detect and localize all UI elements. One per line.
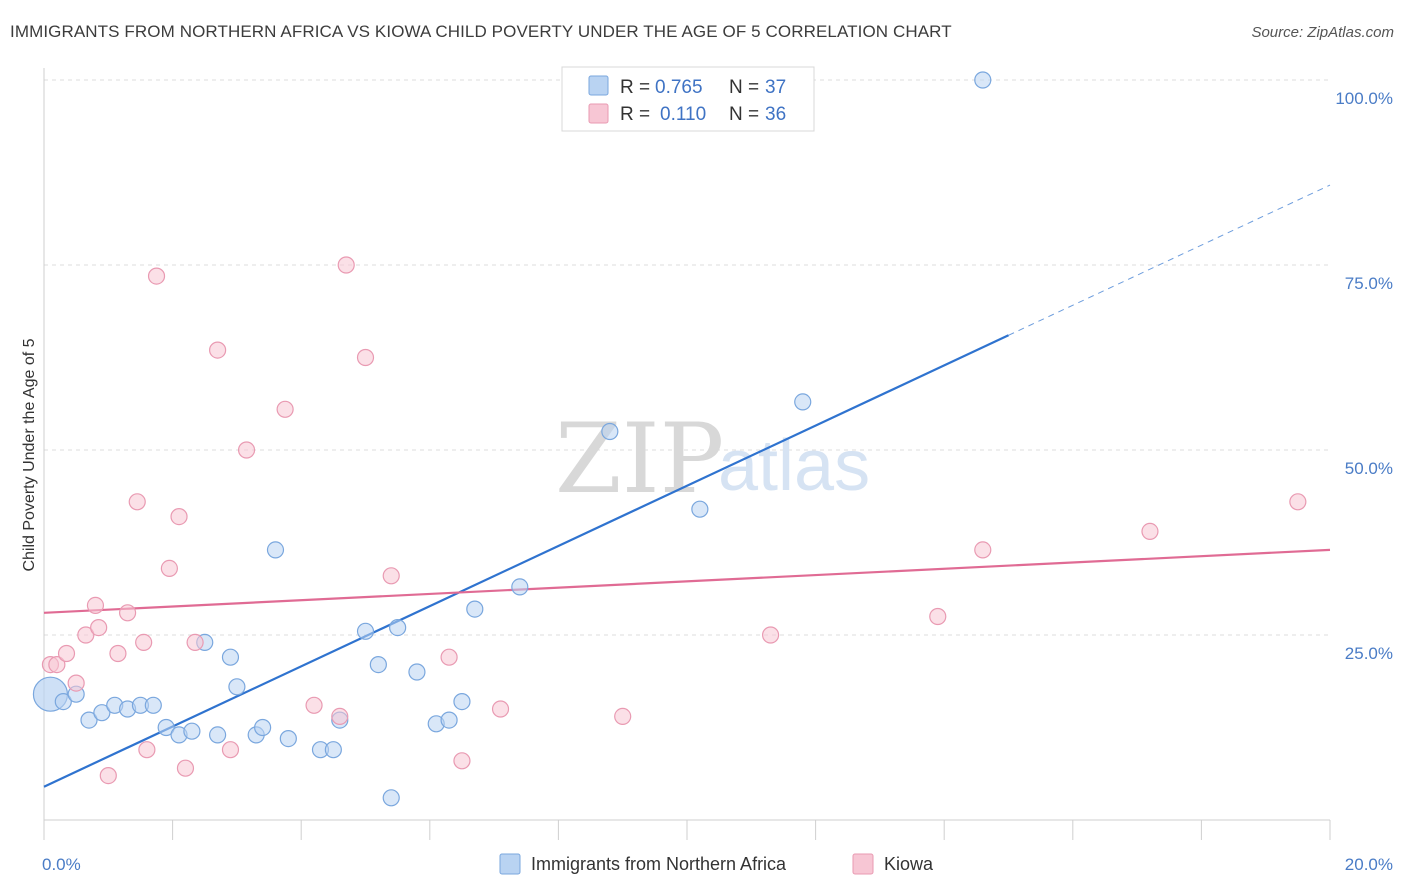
data-point xyxy=(266,541,285,559)
data-point xyxy=(144,696,162,714)
legend-n-value: 37 xyxy=(765,77,786,98)
legend-r-value: 0.110 xyxy=(660,104,706,125)
data-point xyxy=(466,600,484,618)
grid-layer xyxy=(44,79,1330,636)
data-point xyxy=(128,493,146,511)
watermark: ZIP atlas xyxy=(555,403,870,515)
data-point xyxy=(48,655,66,674)
y-tick-label: 100.0% xyxy=(1335,89,1393,108)
data-point xyxy=(77,626,95,644)
data-point xyxy=(369,655,387,674)
y-tick-label: 25.0% xyxy=(1345,644,1393,663)
data-point xyxy=(601,422,619,441)
data-point xyxy=(794,393,812,411)
data-point xyxy=(57,644,76,663)
bottom-legend-label-blue: Immigrants from Northern Africa xyxy=(531,854,787,874)
legend-n-value: 36 xyxy=(765,104,786,125)
source-label: Source: ZipAtlas.com xyxy=(1251,24,1394,41)
data-point xyxy=(237,441,256,459)
data-point xyxy=(183,722,201,740)
data-point xyxy=(54,692,72,711)
data-point xyxy=(209,341,227,359)
watermark-zip: ZIP xyxy=(555,403,724,515)
data-point xyxy=(276,400,294,418)
data-point xyxy=(440,648,458,666)
y-tick-label: 50.0% xyxy=(1345,459,1393,478)
data-point xyxy=(209,726,227,744)
data-point xyxy=(86,596,105,615)
data-point xyxy=(254,718,272,737)
data-point xyxy=(147,267,166,285)
watermark-atlas: atlas xyxy=(718,426,870,506)
data-point xyxy=(691,500,709,518)
data-point xyxy=(1141,522,1159,541)
data-point xyxy=(109,644,127,663)
data-point xyxy=(453,752,471,770)
bottom-legend: Immigrants from Northern Africa Kiowa xyxy=(499,853,934,875)
data-point xyxy=(614,707,632,726)
data-point xyxy=(929,607,947,626)
data-point xyxy=(67,674,85,692)
data-point xyxy=(279,729,297,748)
data-point xyxy=(511,578,529,596)
ticks-layer: 25.0% 50.0% 75.0% 100.0% 0.0% 20.0% xyxy=(42,89,1393,874)
data-point xyxy=(221,648,240,666)
trend-line-extension xyxy=(1008,184,1331,336)
data-point xyxy=(93,704,111,722)
trend-line xyxy=(43,548,1331,614)
trend-line xyxy=(43,334,1009,788)
data-point xyxy=(382,567,400,585)
legend-swatch-blue xyxy=(588,75,609,96)
data-point xyxy=(305,696,323,714)
data-point xyxy=(356,348,375,367)
bottom-legend-swatch-pink xyxy=(852,853,874,875)
y-axis-label: Child Poverty Under the Age of 5 xyxy=(21,338,38,571)
data-point xyxy=(337,256,355,274)
data-point xyxy=(453,692,471,711)
data-point xyxy=(80,711,98,729)
legend-n-label: N = xyxy=(729,104,759,125)
data-point xyxy=(176,759,195,777)
data-point xyxy=(761,626,780,644)
data-point xyxy=(331,707,349,726)
data-point xyxy=(138,741,156,759)
x-tick-label: 20.0% xyxy=(1345,855,1393,874)
y-tick-label: 75.0% xyxy=(1345,274,1393,293)
data-point xyxy=(974,541,992,559)
data-point xyxy=(440,711,458,729)
data-point xyxy=(157,718,175,737)
data-point xyxy=(228,678,246,696)
data-point xyxy=(491,700,510,718)
data-point xyxy=(221,741,240,759)
data-point xyxy=(186,633,204,652)
data-point xyxy=(974,71,992,89)
legend-r-label: R = xyxy=(620,77,650,98)
data-point xyxy=(1289,493,1307,511)
data-point xyxy=(356,622,375,640)
data-point xyxy=(324,741,342,759)
data-point xyxy=(99,766,117,785)
points-layer xyxy=(32,71,1307,807)
x-tick-label: 0.0% xyxy=(42,855,81,874)
data-point xyxy=(408,663,426,681)
data-point xyxy=(160,559,178,578)
data-point xyxy=(382,789,400,807)
legend-swatch-pink xyxy=(588,103,609,124)
bottom-legend-label-pink: Kiowa xyxy=(884,854,934,874)
legend-r-label: R = xyxy=(620,104,650,125)
data-point xyxy=(135,633,153,652)
data-point xyxy=(118,604,137,622)
bottom-legend-swatch-blue xyxy=(499,853,521,875)
chart-title: IMMIGRANTS FROM NORTHERN AFRICA VS KIOWA… xyxy=(10,22,952,41)
legend-n-label: N = xyxy=(729,77,759,98)
trend-layer xyxy=(43,184,1331,788)
data-point xyxy=(90,618,108,637)
data-point xyxy=(389,618,407,637)
data-point xyxy=(170,507,188,526)
legend-r-value: 0.765 xyxy=(655,77,703,98)
legend-box: R = 0.765 N = 37 R = 0.110 N = 36 xyxy=(561,66,815,132)
